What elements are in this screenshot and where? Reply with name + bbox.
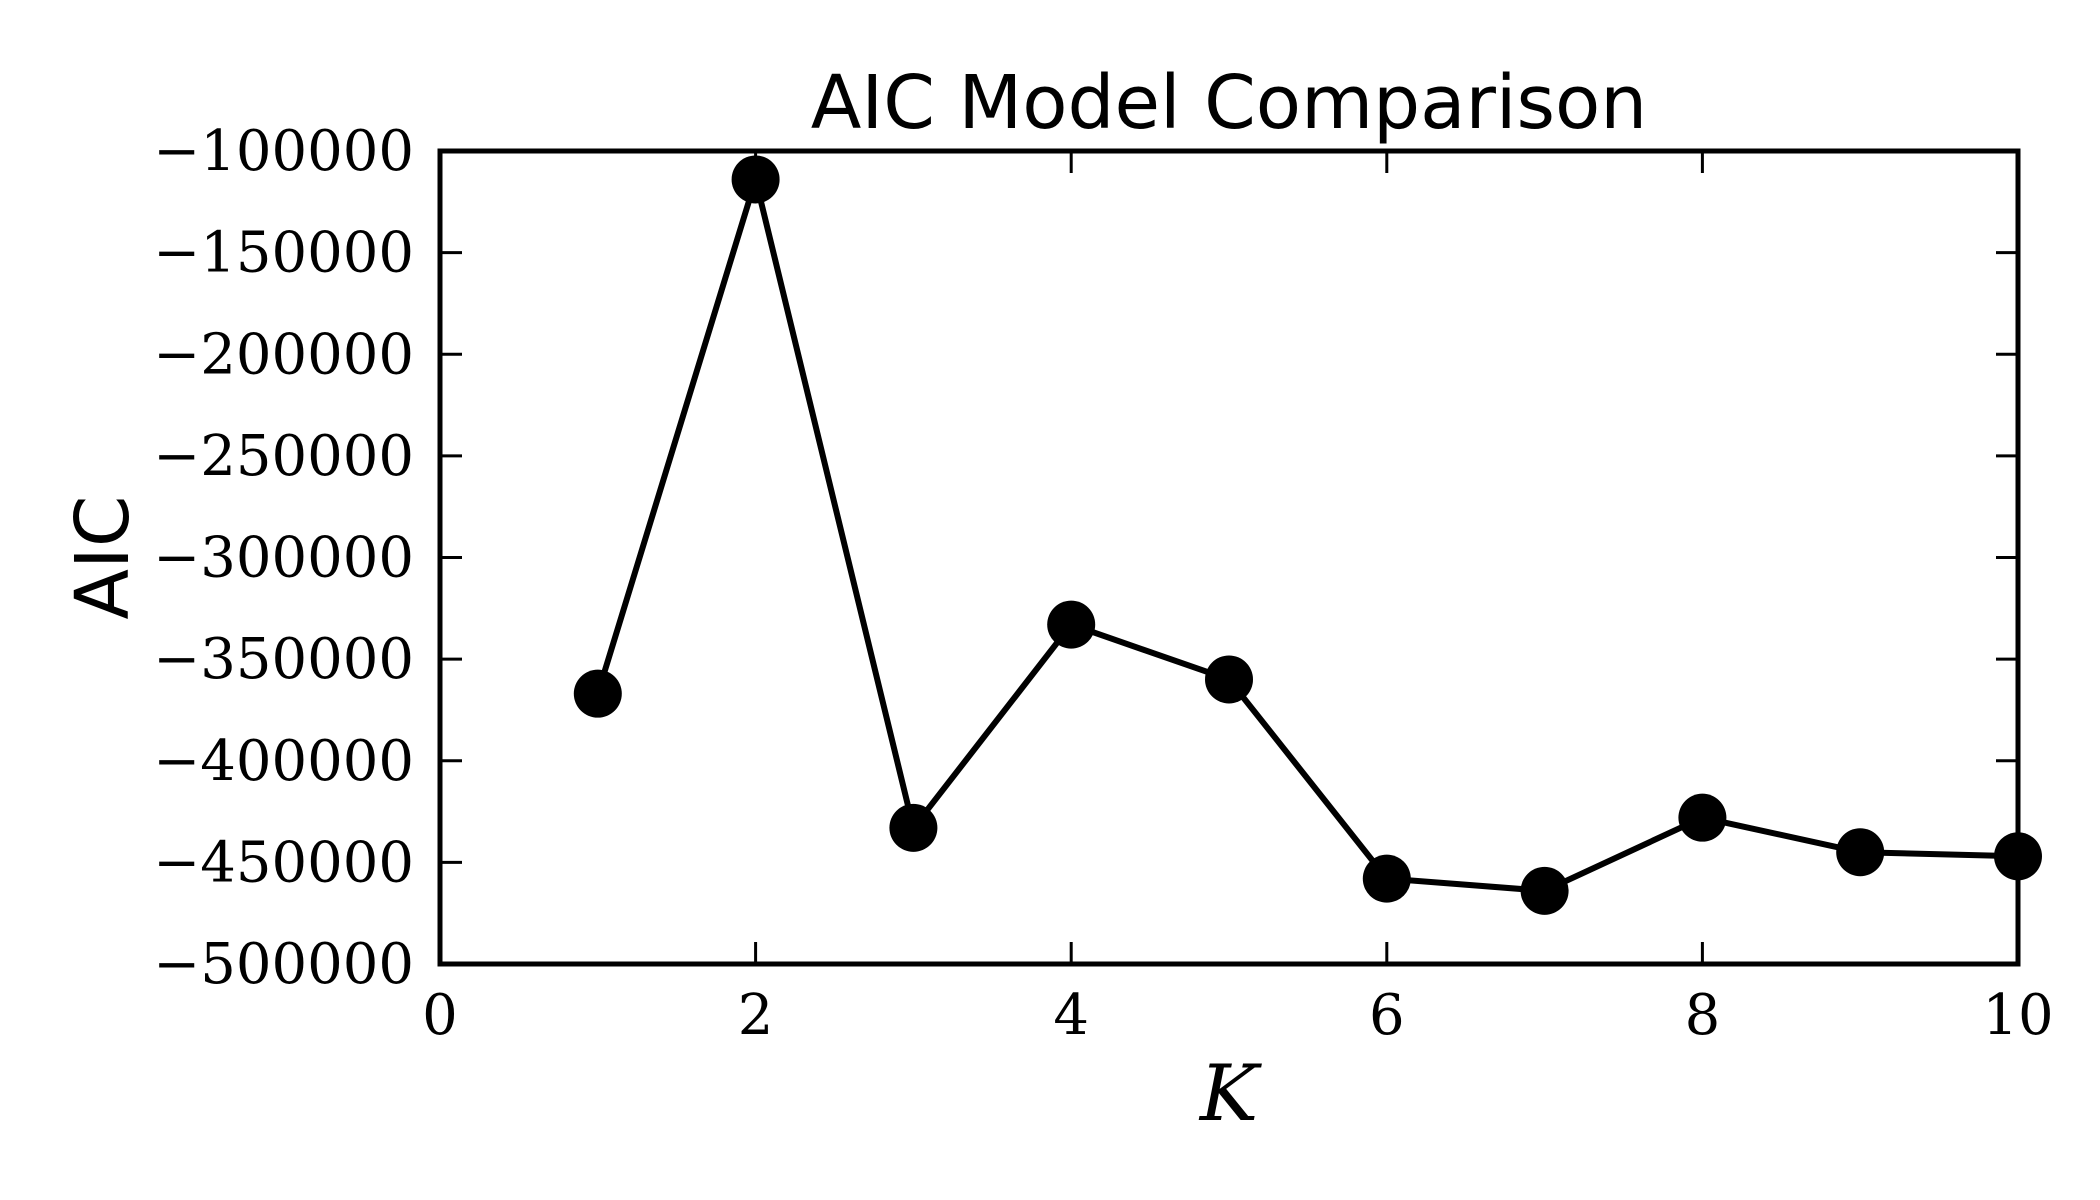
x-tick-label: 8 [1685,983,1721,1048]
data-point [1520,866,1569,915]
y-tick-label: −200000 [153,322,414,387]
y-tick-label: −350000 [153,627,414,692]
y-tick-label: −150000 [153,221,414,286]
data-point [1362,854,1411,903]
x-tick-label: 4 [1053,983,1089,1048]
data-point [889,803,938,852]
x-tick-label: 0 [422,983,458,1048]
data-point [1047,600,1096,649]
series-layer [573,155,2042,915]
chart-title: AIC Model Comparison [811,60,1647,146]
y-axis-label: AIC [60,495,146,619]
y-tick-label: −250000 [153,424,414,489]
data-point [1678,793,1727,842]
y-tick-label: −100000 [153,119,414,184]
x-axis-label: K [1198,1049,1263,1139]
plot-frame [437,148,2021,967]
data-point [1836,828,1885,877]
x-tick-label: 10 [1982,983,2053,1048]
data-point [573,669,622,718]
y-tick-label: −300000 [153,526,414,591]
x-tick-label: 2 [738,983,774,1048]
data-point [1205,655,1253,704]
x-tick-label: 6 [1369,983,1405,1048]
y-tick-label: −500000 [153,932,414,997]
labels-layer: 0 2 4 6 8 10 −100000 −150000 −200000 −250000 −3000… [153,119,2053,1048]
series-line [594,176,2019,894]
ticks-layer [440,151,2018,964]
y-tick-label: −400000 [153,729,414,794]
y-tick-label: −450000 [153,830,414,895]
data-point [731,155,780,204]
